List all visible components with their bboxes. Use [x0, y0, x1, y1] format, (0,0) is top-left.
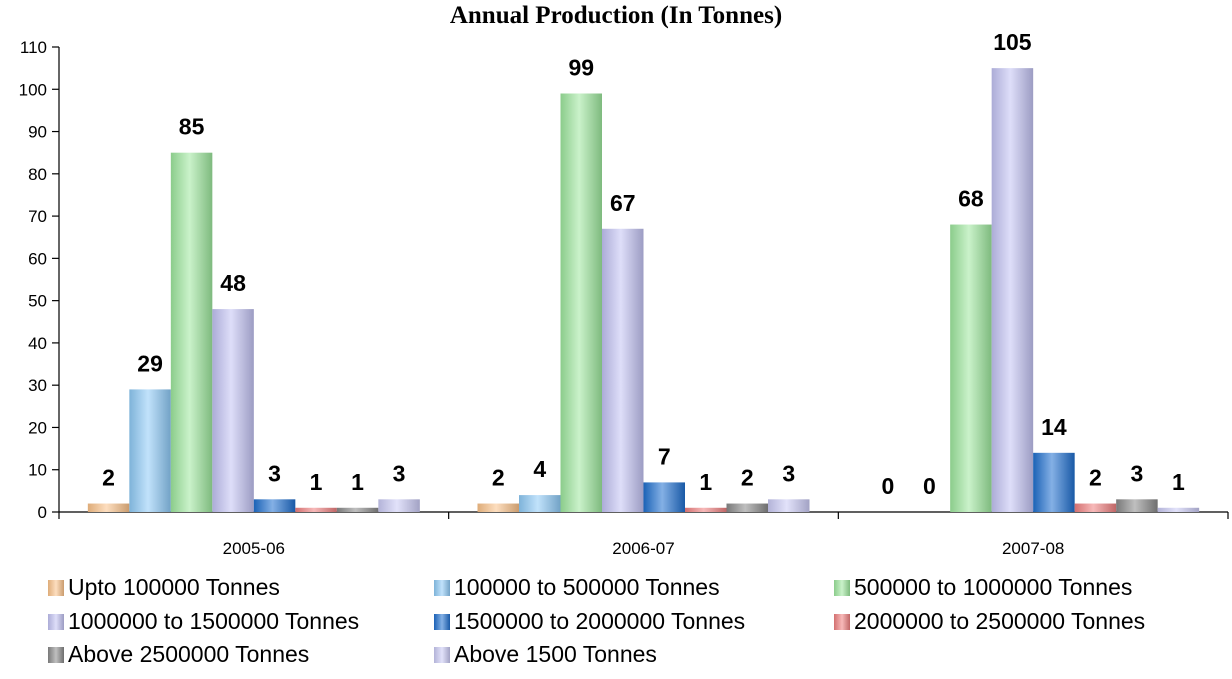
data-label: 1 [310, 469, 323, 495]
y-tick-label: 110 [20, 38, 47, 57]
legend-label: 500000 to 1000000 Tonnes [854, 574, 1133, 600]
bar [1033, 452, 1075, 512]
bars [87, 68, 1200, 513]
bar [477, 503, 519, 512]
y-axis: 0 10 20 30 40 50 60 70 80 90 100 110 [19, 38, 60, 522]
x-axis: 2005-06 2006-07 2007-08 [58, 511, 1229, 558]
legend-item: 2000000 to 2500000 Tonnes [834, 608, 1145, 635]
data-label: 3 [782, 460, 795, 486]
data-label: 7 [658, 443, 671, 469]
legend-item: Upto 100000 Tonnes [48, 574, 280, 601]
data-label: 105 [993, 29, 1032, 55]
legend-item: 500000 to 1000000 Tonnes [834, 574, 1132, 601]
data-label: 2 [741, 465, 754, 491]
y-tick-label: 30 [28, 376, 47, 395]
legend-label: 1500000 to 2000000 Tonnes [454, 608, 746, 634]
y-tick-label: 60 [28, 249, 47, 268]
legend-swatch [434, 579, 450, 596]
bar [726, 503, 768, 512]
y-tick-label: 20 [28, 418, 47, 437]
data-label: 85 [179, 114, 205, 140]
legend-label: 2000000 to 2500000 Tonnes [854, 608, 1146, 634]
legend-swatch [834, 613, 850, 630]
x-tick-label: 2005-06 [223, 539, 285, 558]
data-label: 29 [137, 350, 163, 376]
bar [1116, 499, 1158, 512]
legend-swatch [48, 579, 64, 596]
bar [295, 507, 337, 512]
bar [87, 503, 130, 512]
bar [253, 499, 296, 512]
data-label: 0 [923, 473, 936, 499]
data-label: 1 [351, 469, 364, 495]
data-label: 1 [1172, 469, 1185, 495]
legend-swatch [48, 646, 64, 663]
bar [1157, 507, 1200, 512]
legend-swatch [434, 646, 450, 663]
legend-item: Above 1500 Tonnes [434, 641, 657, 668]
bar [950, 224, 992, 512]
bar [768, 499, 810, 512]
legend-item: 1500000 to 2000000 Tonnes [434, 608, 745, 635]
data-label: 2 [1089, 465, 1102, 491]
y-tick-label: 80 [28, 165, 47, 184]
bar [378, 499, 420, 512]
data-label: 67 [610, 190, 636, 216]
legend-swatch [834, 579, 850, 596]
y-tick-label: 40 [28, 334, 47, 353]
bar [991, 68, 1034, 513]
legend-label: Above 1500 Tonnes [454, 641, 657, 667]
legend-item: 1000000 to 1500000 Tonnes [48, 608, 359, 635]
x-tick-label: 2007-08 [1002, 539, 1064, 558]
legend-swatch [434, 613, 450, 630]
legend-item: Above 2500000 Tonnes [48, 641, 309, 668]
y-tick-label: 90 [28, 123, 47, 142]
data-label: 1 [699, 469, 712, 495]
bar [212, 309, 254, 512]
y-tick-label: 70 [28, 207, 47, 226]
bar [602, 228, 644, 513]
bar [685, 507, 727, 512]
legend-label: 100000 to 500000 Tonnes [454, 574, 720, 600]
x-tick-label: 2006-07 [612, 539, 674, 558]
legend-swatch [48, 613, 64, 630]
bar [336, 507, 379, 512]
bar [560, 93, 602, 512]
data-label: 3 [1131, 460, 1144, 486]
data-label: 14 [1041, 414, 1067, 440]
data-label: 3 [393, 460, 406, 486]
data-label: 2 [102, 465, 115, 491]
legend-label: 1000000 to 1500000 Tonnes [68, 608, 360, 634]
y-tick-label: 0 [38, 503, 47, 522]
y-tick-label: 10 [28, 461, 47, 480]
data-label: 0 [882, 473, 895, 499]
data-label: 3 [268, 460, 281, 486]
y-tick-label: 100 [19, 80, 47, 99]
bar [1074, 503, 1117, 512]
legend-item: 100000 to 500000 Tonnes [434, 574, 720, 601]
data-label: 99 [568, 55, 594, 81]
bar [129, 389, 171, 512]
chart-title: Annual Production (In Tonnes) [449, 2, 783, 29]
bar [519, 495, 561, 512]
data-label: 2 [492, 465, 505, 491]
bar [170, 152, 213, 512]
y-tick-label: 50 [28, 292, 47, 311]
data-label: 68 [958, 186, 984, 212]
legend-label: Above 2500000 Tonnes [68, 641, 310, 667]
bar [643, 482, 685, 512]
legend-label: Upto 100000 Tonnes [68, 574, 280, 600]
data-label: 48 [220, 270, 246, 296]
data-label: 4 [533, 456, 546, 482]
data-labels: 2 2 0 29 4 0 85 99 68 48 67 105 3 7 14 1 1 2 1 2 3 3 3 1 [102, 29, 1185, 499]
